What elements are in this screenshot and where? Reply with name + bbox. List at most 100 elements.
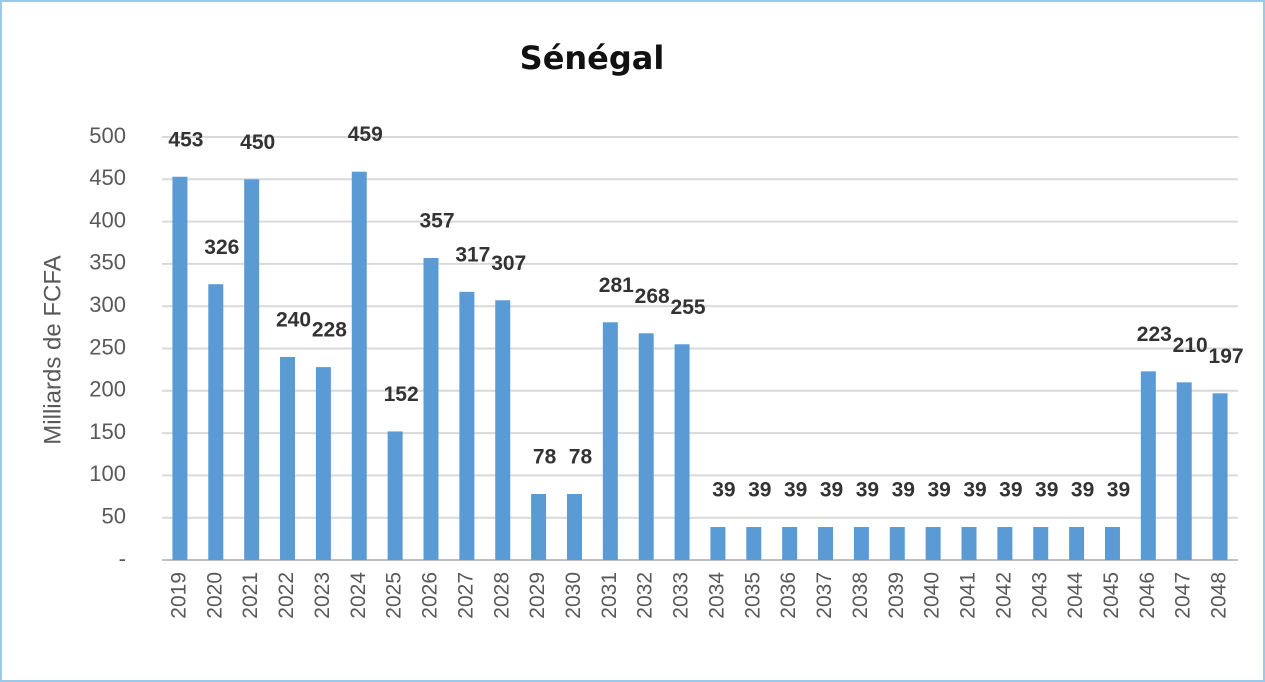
bar <box>997 527 1013 560</box>
data-label: 453 <box>168 128 203 151</box>
bar <box>746 527 762 560</box>
data-label: 357 <box>419 210 454 233</box>
x-tick-label: 2040 <box>921 572 944 619</box>
bar <box>1176 382 1192 560</box>
x-tick-label: 2031 <box>598 572 621 619</box>
y-tick-label: 50 <box>102 504 126 529</box>
bar <box>172 176 188 560</box>
x-tick-label: 2032 <box>634 572 657 619</box>
bar <box>208 284 224 560</box>
data-label: 240 <box>276 309 311 332</box>
x-tick-label: 2033 <box>670 572 693 619</box>
x-tick-label: 2038 <box>849 572 872 619</box>
data-label: 78 <box>569 446 593 469</box>
x-tick-label: 2025 <box>383 572 406 619</box>
bar <box>1140 371 1156 560</box>
data-label: 39 <box>1071 479 1094 502</box>
x-tick-label: 2046 <box>1136 572 1159 619</box>
x-tick-label: 2027 <box>454 572 477 619</box>
bar <box>1212 393 1228 560</box>
data-label: 450 <box>240 131 275 154</box>
data-label: 39 <box>1107 479 1130 502</box>
data-label: 228 <box>312 319 347 342</box>
y-tick-label: 300 <box>89 292 126 317</box>
data-label: 326 <box>204 236 239 259</box>
data-label: 78 <box>533 446 557 469</box>
data-label: 210 <box>1173 334 1208 357</box>
y-axis-label: Milliards de FCFA <box>39 255 66 444</box>
data-label: 223 <box>1137 323 1172 346</box>
x-tick-label: 2036 <box>777 572 800 619</box>
x-tick-label: 2048 <box>1208 572 1231 619</box>
bar <box>710 527 726 560</box>
data-label: 459 <box>348 123 383 146</box>
data-label: 39 <box>820 479 843 502</box>
x-tick-label: 2024 <box>347 572 370 619</box>
x-tick-label: 2041 <box>957 572 980 619</box>
bar <box>674 344 690 560</box>
x-tick-label: 2047 <box>1172 572 1195 619</box>
bar <box>495 300 511 560</box>
bar <box>387 431 403 560</box>
data-label: 268 <box>635 285 670 308</box>
bar <box>889 527 905 560</box>
y-tick-label: 450 <box>89 165 126 190</box>
data-label: 255 <box>671 296 706 319</box>
bar <box>925 527 941 560</box>
bar <box>244 179 260 561</box>
bar <box>853 527 869 560</box>
data-label: 197 <box>1209 345 1244 368</box>
x-tick-label: 2034 <box>705 572 728 619</box>
bar <box>566 494 582 560</box>
bar <box>961 527 977 560</box>
y-tick-label: 350 <box>89 250 126 275</box>
x-tick-label: 2044 <box>1064 572 1087 619</box>
x-tick-label: 2020 <box>203 572 226 619</box>
bar <box>1104 527 1120 560</box>
data-label: 152 <box>384 383 419 406</box>
bar <box>1069 527 1085 560</box>
x-tick-label: 2021 <box>239 572 262 619</box>
y-tick-label: 100 <box>89 461 126 486</box>
bar <box>638 333 654 560</box>
data-label: 281 <box>599 274 634 297</box>
data-label: 39 <box>927 479 950 502</box>
bar <box>315 367 331 560</box>
x-tick-label: 2037 <box>813 572 836 619</box>
data-label: 39 <box>1035 479 1058 502</box>
bar <box>280 356 296 560</box>
y-tick-label: 250 <box>89 334 126 359</box>
bar <box>818 527 834 560</box>
x-tick-label: 2023 <box>311 572 334 619</box>
bar <box>1033 527 1049 560</box>
x-tick-label: 2035 <box>741 572 764 619</box>
x-tick-label: 2029 <box>526 572 549 619</box>
data-label: 39 <box>784 479 807 502</box>
y-tick-label: 400 <box>89 207 126 232</box>
data-label: 39 <box>963 479 986 502</box>
data-label: 307 <box>491 252 526 275</box>
x-tick-label: 2039 <box>885 572 908 619</box>
bar <box>531 494 547 560</box>
data-label: 39 <box>748 479 771 502</box>
y-tick-label: 500 <box>89 123 126 148</box>
bar <box>351 171 367 560</box>
x-tick-label: 2045 <box>1100 572 1123 619</box>
data-label: 39 <box>999 479 1022 502</box>
y-tick-label: 200 <box>89 377 126 402</box>
x-tick-label: 2030 <box>562 572 585 619</box>
data-label: 39 <box>892 479 915 502</box>
bar <box>423 257 439 560</box>
chart-title: Sénégal <box>520 39 665 77</box>
x-tick-label: 2042 <box>992 572 1015 619</box>
y-tick-label: 150 <box>89 419 126 444</box>
x-tick-label: 2019 <box>167 572 190 619</box>
bar <box>602 322 618 560</box>
x-tick-label: 2022 <box>275 572 298 619</box>
y-tick-label: - <box>119 546 126 571</box>
data-label: 39 <box>712 479 735 502</box>
x-tick-label: 2028 <box>490 572 513 619</box>
bar <box>459 291 475 560</box>
